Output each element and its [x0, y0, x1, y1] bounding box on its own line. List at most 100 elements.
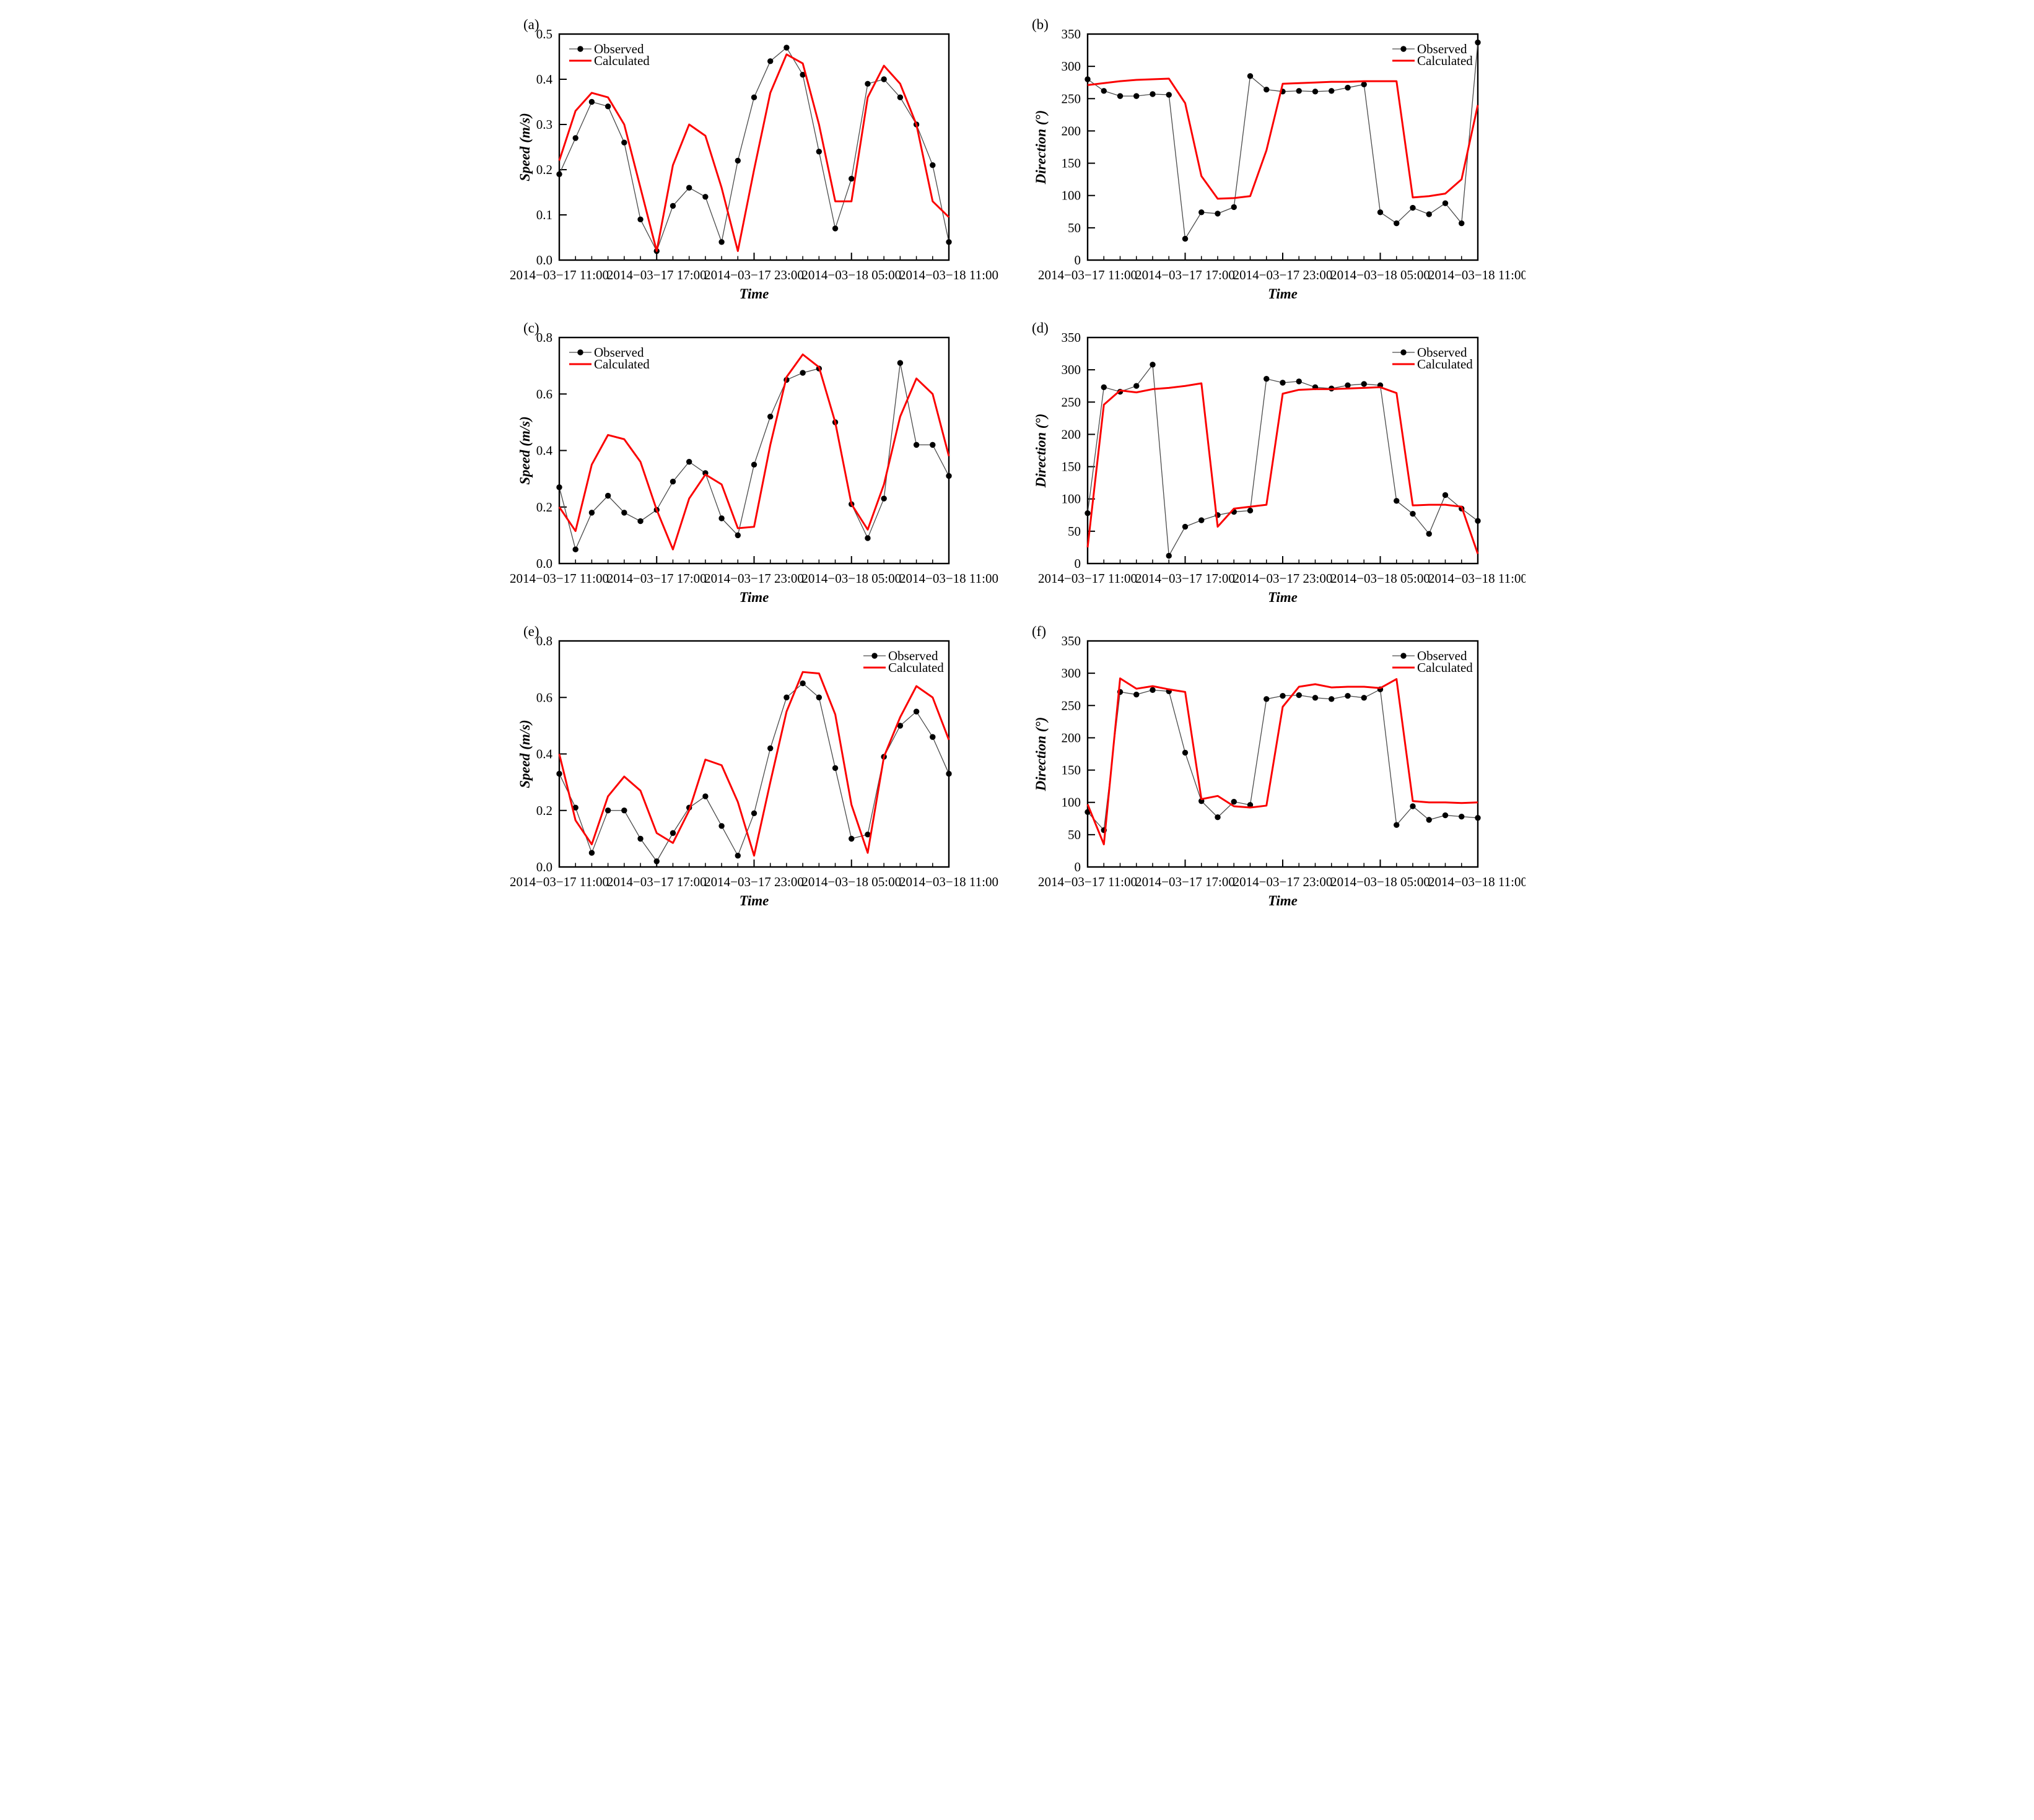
x-tick-label: 2014−03−17 17:00	[607, 571, 707, 586]
x-minor-ticks	[575, 559, 933, 564]
legend-observed-label: Observed	[594, 345, 644, 360]
panel-a: (a) 2014−03−17 11:00 2014−03−17 17:00 2014−…	[508, 0, 1017, 303]
observed-marker	[930, 162, 936, 168]
y-tick-label: 0.2	[536, 162, 552, 177]
y-axis-title: Direction (°)	[1033, 110, 1049, 185]
y-tick-label: 100	[1062, 492, 1081, 507]
x-tick-label: 2014−03−17 11:00	[1038, 571, 1137, 586]
observed-marker	[1361, 381, 1367, 387]
observed-series	[556, 680, 952, 864]
x-tick-label: 2014−03−18 05:00	[1330, 874, 1430, 889]
observed-marker	[556, 770, 562, 777]
observed-marker	[702, 194, 709, 200]
x-tick-label: 2014−03−18 11:00	[1428, 268, 1526, 282]
observed-marker	[1264, 696, 1270, 702]
x-tick-label: 2014−03−18 05:00	[1330, 571, 1430, 586]
calculated-series	[1087, 77, 1479, 200]
observed-marker	[1166, 92, 1172, 98]
calculated-line	[558, 53, 950, 252]
x-axis-title: Time	[1268, 590, 1298, 605]
observed-marker	[946, 770, 952, 777]
observed-marker	[670, 202, 676, 209]
panel-letter: (a)	[523, 17, 539, 32]
observed-marker	[1410, 803, 1416, 809]
observed-line	[559, 682, 949, 863]
y-tick-label: 100	[1062, 188, 1081, 203]
observed-marker	[913, 708, 920, 715]
calculated-series	[558, 353, 950, 551]
y-tick-label: 200	[1062, 123, 1081, 138]
legend-observed-marker	[871, 653, 878, 659]
legend-calculated-label: Calculated	[594, 357, 650, 372]
legend-calculated-label: Calculated	[1417, 357, 1473, 372]
observed-marker	[1329, 696, 1335, 702]
y-axis: 0 50 100 150 200 250 300 350	[1062, 330, 1095, 571]
observed-marker	[1475, 39, 1481, 46]
y-tick-label: 0.6	[536, 690, 552, 705]
legend-observed-marker	[1400, 349, 1407, 355]
y-tick-label: 150	[1062, 156, 1081, 171]
x-minor-ticks	[1103, 256, 1462, 260]
y-tick-label: 350	[1062, 27, 1081, 41]
x-tick-label: 2014−03−17 17:00	[1135, 571, 1235, 586]
observed-marker	[849, 175, 855, 182]
y-tick-label: 0.4	[536, 747, 553, 762]
x-tick-label: 2014−03−17 23:00	[704, 268, 804, 282]
legend-observed-marker	[1400, 46, 1407, 52]
x-tick-label: 2014−03−17 23:00	[704, 571, 804, 586]
observed-marker	[1394, 822, 1400, 828]
observed-marker	[735, 853, 741, 859]
observed-marker	[751, 461, 757, 468]
x-tick-label: 2014−03−17 23:00	[1233, 874, 1333, 889]
x-tick-label: 2014−03−17 11:00	[510, 874, 609, 889]
observed-marker	[1247, 507, 1254, 514]
y-tick-label: 150	[1062, 459, 1081, 474]
y-tick-label: 300	[1062, 666, 1081, 681]
observed-marker	[946, 239, 952, 245]
observed-marker	[718, 823, 725, 829]
legend-observed-label: Observed	[1417, 648, 1467, 663]
observed-marker	[1085, 76, 1091, 82]
observed-marker	[832, 225, 839, 232]
observed-marker	[1182, 523, 1189, 530]
x-minor-ticks	[575, 863, 933, 867]
observed-marker	[913, 442, 920, 448]
observed-marker	[1394, 220, 1400, 227]
observed-marker	[1198, 209, 1205, 216]
y-axis: 0 50 100 150 200 250 300 350	[1062, 27, 1095, 268]
y-tick-label: 0.5	[536, 27, 552, 41]
legend-observed-label: Observed	[888, 648, 938, 663]
observed-marker	[670, 830, 676, 836]
observed-marker	[1426, 211, 1432, 217]
x-tick-label: 2014−03−18 11:00	[1428, 571, 1526, 586]
observed-line	[1087, 42, 1478, 240]
observed-marker	[816, 694, 823, 700]
observed-marker	[605, 808, 611, 814]
observed-marker	[1329, 88, 1335, 94]
observed-marker	[1475, 815, 1481, 821]
y-axis: 0.0 0.2 0.4 0.6 0.8	[536, 330, 567, 571]
observed-marker	[621, 510, 627, 516]
observed-marker	[1296, 88, 1302, 94]
observed-marker	[653, 858, 660, 864]
x-tick-label: 2014−03−17 17:00	[1135, 268, 1235, 282]
x-tick-label: 2014−03−17 11:00	[1038, 268, 1137, 282]
observed-marker	[556, 484, 562, 490]
panel-letter: (e)	[523, 624, 539, 639]
observed-marker	[1215, 814, 1221, 821]
observed-marker	[735, 532, 741, 539]
observed-marker	[1101, 384, 1107, 390]
observed-series	[556, 45, 952, 255]
observed-marker	[1442, 200, 1449, 206]
